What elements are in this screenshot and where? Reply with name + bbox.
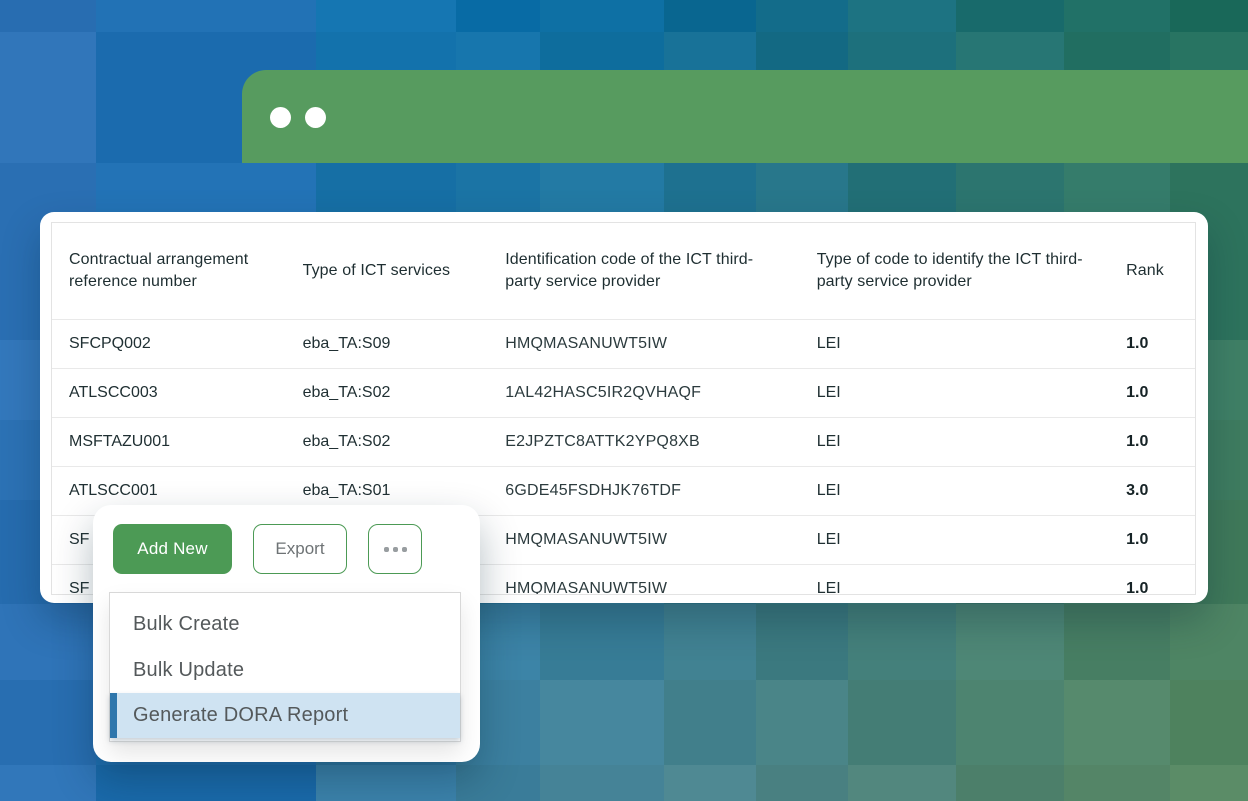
background-tile bbox=[456, 0, 540, 32]
table-cell: eba_TA:S02 bbox=[286, 433, 489, 451]
table-cell: 3.0 bbox=[1109, 482, 1195, 500]
table-cell: LEI bbox=[800, 580, 1109, 595]
background-tile bbox=[540, 765, 664, 801]
window-dot-icon bbox=[305, 107, 326, 128]
background-tile bbox=[1170, 0, 1248, 32]
background-tile bbox=[956, 765, 1064, 801]
table-cell: ATLSCC001 bbox=[52, 482, 286, 500]
column-header: Identification code of the ICT third-par… bbox=[488, 249, 799, 293]
background-tile bbox=[664, 604, 756, 680]
table-cell: E2JPZTC8ATTK2YPQ8XB bbox=[488, 433, 799, 451]
table-row[interactable]: MSFTAZU001eba_TA:S02E2JPZTC8ATTK2YPQ8XBL… bbox=[52, 417, 1195, 466]
background-tile bbox=[756, 765, 848, 801]
menu-item-bulk-update[interactable]: Bulk Update bbox=[110, 647, 460, 693]
background-tile bbox=[316, 0, 456, 32]
background-tile bbox=[0, 765, 96, 801]
column-header: Type of code to identify the ICT third-p… bbox=[800, 249, 1109, 293]
background-tile bbox=[664, 765, 756, 801]
menu-item-generate-dora-report[interactable]: Generate DORA Report bbox=[110, 693, 460, 738]
background-tile bbox=[540, 604, 664, 680]
menu-item-label: Generate DORA Report bbox=[133, 704, 348, 727]
background-tile bbox=[664, 680, 756, 765]
table-cell: eba_TA:S01 bbox=[286, 482, 489, 500]
menu-item-label: Bulk Update bbox=[133, 659, 244, 682]
background-tile bbox=[1170, 680, 1248, 765]
table-cell: 1.0 bbox=[1109, 335, 1195, 353]
background-tile bbox=[956, 0, 1064, 32]
table-cell: LEI bbox=[800, 384, 1109, 402]
table-cell: 1.0 bbox=[1109, 384, 1195, 402]
column-header: Rank bbox=[1109, 260, 1195, 282]
column-header: Contractual arrangement reference number bbox=[52, 249, 286, 293]
background-tile bbox=[540, 0, 664, 32]
background-tile bbox=[756, 604, 848, 680]
background-tile bbox=[1064, 765, 1170, 801]
add-new-button[interactable]: Add New bbox=[113, 524, 232, 574]
table-cell: 1.0 bbox=[1109, 531, 1195, 549]
background-tile bbox=[0, 32, 96, 163]
background-tile bbox=[0, 0, 96, 32]
background-tile bbox=[1170, 604, 1248, 680]
background-tile bbox=[0, 680, 96, 765]
table-cell: HMQMASANUWT5IW bbox=[488, 335, 799, 353]
background-tile bbox=[848, 604, 956, 680]
background-tile bbox=[456, 765, 540, 801]
table-cell: LEI bbox=[800, 482, 1109, 500]
background-tile bbox=[956, 680, 1064, 765]
window-dot-icon bbox=[270, 107, 291, 128]
actions-popup: Add New Export Bulk Create Bulk Update Gen… bbox=[93, 505, 480, 762]
ellipsis-icon bbox=[384, 547, 407, 552]
table-cell: LEI bbox=[800, 335, 1109, 353]
column-header: Type of ICT services bbox=[286, 260, 489, 282]
menu-highlight-bar bbox=[110, 693, 117, 738]
background-tile bbox=[756, 680, 848, 765]
menu-item-bulk-create[interactable]: Bulk Create bbox=[110, 601, 460, 647]
background-tile bbox=[316, 765, 456, 801]
background-tile bbox=[848, 0, 956, 32]
background-tile bbox=[96, 765, 316, 801]
background-tile bbox=[1064, 680, 1170, 765]
table-cell: 1.0 bbox=[1109, 580, 1195, 595]
table-cell: HMQMASANUWT5IW bbox=[488, 580, 799, 595]
browser-header-bar bbox=[242, 70, 1248, 163]
table-cell: ATLSCC003 bbox=[52, 384, 286, 402]
more-actions-menu: Bulk Create Bulk Update Generate DORA Repo… bbox=[109, 592, 461, 742]
background-tile bbox=[756, 0, 848, 32]
background-tile bbox=[96, 0, 316, 32]
table-cell: 6GDE45FSDHJK76TDF bbox=[488, 482, 799, 500]
table-cell: eba_TA:S09 bbox=[286, 335, 489, 353]
background-tile bbox=[848, 765, 956, 801]
background-tile bbox=[0, 604, 96, 680]
background-tile bbox=[1064, 604, 1170, 680]
background-tile bbox=[956, 604, 1064, 680]
background-tile bbox=[1064, 0, 1170, 32]
table-row[interactable]: ATLSCC003eba_TA:S021AL42HASC5IR2QVHAQFLE… bbox=[52, 368, 1195, 417]
background-tile bbox=[664, 0, 756, 32]
background-tile bbox=[1170, 765, 1248, 801]
table-cell: 1.0 bbox=[1109, 433, 1195, 451]
export-button[interactable]: Export bbox=[253, 524, 347, 574]
table-cell: 1AL42HASC5IR2QVHAQF bbox=[488, 384, 799, 402]
background-tile bbox=[848, 680, 956, 765]
table-cell: eba_TA:S02 bbox=[286, 384, 489, 402]
table-header-row: Contractual arrangement reference number… bbox=[52, 223, 1195, 319]
menu-item-label: Bulk Create bbox=[133, 613, 240, 636]
more-actions-button[interactable] bbox=[368, 524, 422, 574]
table-cell: LEI bbox=[800, 433, 1109, 451]
table-cell: LEI bbox=[800, 531, 1109, 549]
table-cell: MSFTAZU001 bbox=[52, 433, 286, 451]
table-cell: SFCPQ002 bbox=[52, 335, 286, 353]
page-background: Contractual arrangement reference number… bbox=[0, 0, 1248, 801]
table-row[interactable]: SFCPQ002eba_TA:S09HMQMASANUWT5IWLEI1.0 bbox=[52, 319, 1195, 368]
table-cell: HMQMASANUWT5IW bbox=[488, 531, 799, 549]
background-tile bbox=[540, 680, 664, 765]
